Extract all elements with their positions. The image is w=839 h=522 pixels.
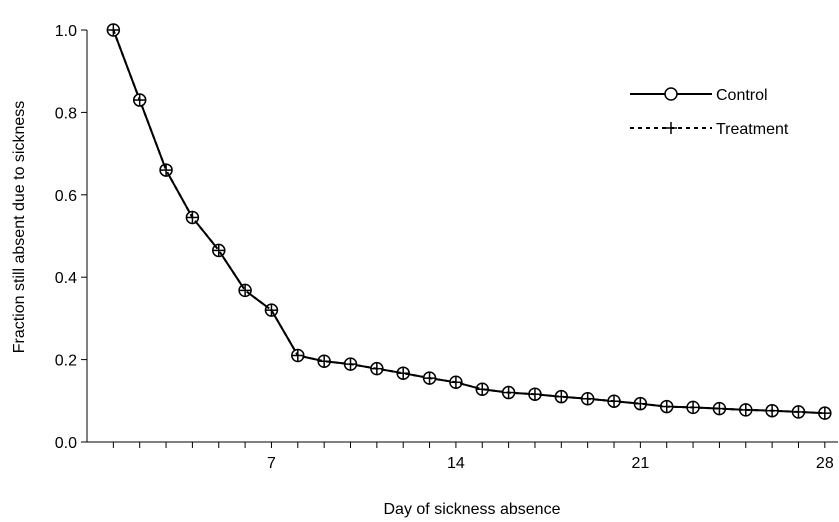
y-tick-label: 0.0 (55, 435, 77, 452)
x-axis-title: Day of sickness absence (384, 501, 561, 518)
series-control (106, 23, 832, 420)
data-point (397, 367, 410, 380)
data-point (186, 211, 199, 224)
data-point (449, 376, 462, 389)
data-point (713, 402, 726, 415)
axes: 0.0 0.2 0.4 0.6 0.8 1.0 7 14 21 28 (55, 23, 838, 472)
data-point (766, 404, 779, 417)
data-point (133, 94, 146, 107)
y-axis-title: Fraction still absent due to sickness (11, 101, 28, 354)
data-point (792, 405, 805, 418)
data-point (739, 403, 752, 416)
data-point (370, 362, 383, 375)
data-point (687, 401, 700, 414)
data-point (818, 407, 831, 420)
data-point (291, 349, 304, 362)
y-tick-label: 1.0 (55, 23, 77, 40)
data-point (528, 388, 541, 401)
x-tick-label: 7 (267, 455, 276, 472)
data-point (239, 284, 252, 297)
series-treatment (107, 24, 831, 420)
legend-marker-treatment (665, 122, 677, 134)
data-point (502, 386, 515, 399)
y-tick-label: 0.6 (55, 188, 77, 205)
data-point (476, 383, 489, 396)
data-point (212, 244, 225, 257)
data-point (344, 358, 357, 371)
legend-label-control: Control (716, 87, 768, 104)
data-point (160, 164, 173, 177)
data-point (318, 355, 331, 368)
legend-marker-control (664, 87, 678, 101)
y-tick-label: 0.4 (55, 270, 77, 287)
data-point (265, 304, 278, 317)
y-tick-label: 0.2 (55, 353, 77, 370)
legend: Control Treatment (630, 87, 789, 138)
series-line (112, 29, 825, 415)
data-point (107, 24, 120, 36)
data-point (581, 392, 594, 405)
data-point (608, 395, 621, 408)
data-point (423, 372, 436, 385)
data-point (555, 390, 568, 403)
data-point (660, 400, 673, 413)
legend-label-treatment: Treatment (716, 121, 789, 138)
data-point (634, 397, 647, 410)
x-tick-label: 21 (631, 455, 649, 472)
x-tick-label: 28 (816, 455, 834, 472)
x-tick-label: 14 (447, 455, 465, 472)
y-tick-label: 0.8 (55, 105, 77, 122)
plot-area (106, 23, 832, 420)
